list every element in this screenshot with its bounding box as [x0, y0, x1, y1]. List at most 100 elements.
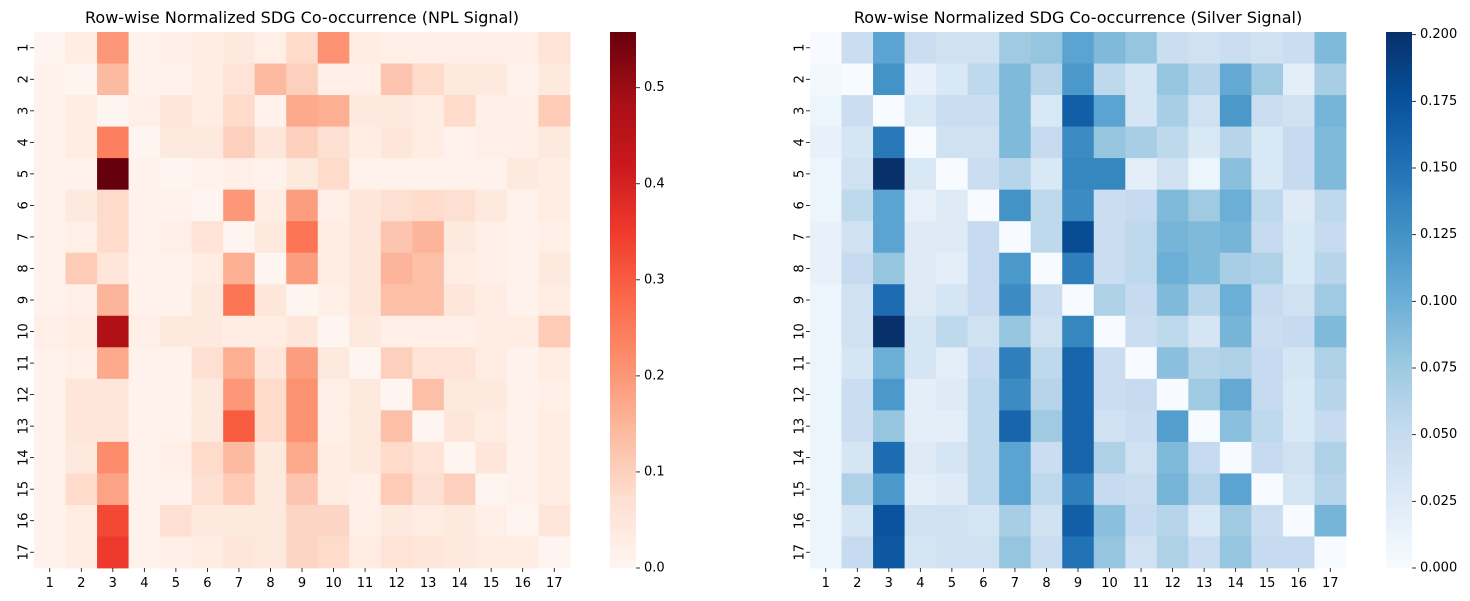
- heatmap-cell: [1219, 441, 1252, 474]
- heatmap-cell: [904, 284, 937, 317]
- heatmap-cell: [1062, 221, 1095, 254]
- heatmap-cell: [506, 252, 539, 285]
- heatmap-cell: [349, 473, 382, 506]
- heatmap-cell: [128, 473, 161, 506]
- heatmap-cell: [810, 284, 842, 317]
- heatmap-cell: [1188, 95, 1221, 127]
- heatmap-cell: [1093, 378, 1126, 411]
- heatmap-cell: [1156, 378, 1189, 411]
- heatmap-cell: [286, 441, 319, 474]
- heatmap-cell: [936, 315, 969, 348]
- heatmap-cell: [1188, 158, 1221, 191]
- x-tick-label: 15: [483, 576, 500, 591]
- y-tick-label: 12: [17, 386, 32, 403]
- heatmap-cell: [1251, 158, 1284, 191]
- heatmap-cell: [65, 189, 98, 222]
- heatmap-cell: [380, 126, 413, 159]
- heatmap-cell: [349, 536, 382, 569]
- heatmap-cell: [1188, 63, 1221, 96]
- heatmap-cell: [1251, 347, 1284, 380]
- heatmap-cell: [1156, 315, 1189, 348]
- heatmap-cell: [1062, 284, 1095, 317]
- heatmap-cell: [1062, 410, 1095, 443]
- heatmap-cell: [967, 221, 1000, 254]
- heatmap-cell: [506, 315, 539, 348]
- heatmap-cell: [1282, 536, 1315, 569]
- heatmap-cell: [1093, 441, 1126, 474]
- heatmap-cell: [873, 284, 905, 317]
- heatmap-cell: [412, 504, 445, 537]
- heatmap-cell: [1314, 32, 1347, 64]
- heatmap-cell: [538, 284, 571, 317]
- heatmap-cell: [1093, 221, 1126, 254]
- heatmap-cell: [506, 95, 539, 127]
- heatmap-cell: [506, 189, 539, 222]
- x-tick-label: 5: [948, 576, 956, 591]
- heatmap-cell: [936, 221, 969, 254]
- heatmap-cell: [1314, 95, 1347, 127]
- heatmap-cell: [191, 63, 224, 96]
- heatmap-cell: [1030, 158, 1063, 191]
- heatmap-cell: [810, 189, 842, 222]
- heatmap-cell: [999, 63, 1032, 96]
- heatmap-cell: [317, 536, 350, 569]
- heatmap-cell: [475, 284, 508, 317]
- heatmap-cell: [254, 95, 287, 127]
- heatmap-cell: [1030, 536, 1063, 569]
- heatmap-cell: [1030, 284, 1063, 317]
- heatmap-cell: [412, 536, 445, 569]
- heatmap-cell: [286, 189, 319, 222]
- heatmap-cell: [810, 63, 842, 96]
- heatmap-cell: [223, 378, 256, 411]
- heatmap-cell: [1093, 32, 1126, 64]
- x-tick-label: 15: [1259, 576, 1276, 591]
- heatmap-cell: [999, 284, 1032, 317]
- heatmap-cell: [810, 252, 842, 285]
- y-tick-label: 11: [793, 355, 808, 372]
- heatmap-cell: [1251, 284, 1284, 317]
- x-tick-label: 1: [822, 576, 830, 591]
- heatmap-cell: [223, 284, 256, 317]
- heatmap-cell: [128, 504, 161, 537]
- heatmap-cell: [810, 315, 842, 348]
- heatmap-cell: [841, 410, 874, 443]
- x-tick-label: 3: [109, 576, 117, 591]
- heatmap-cell: [810, 536, 842, 569]
- heatmap-cell: [506, 504, 539, 537]
- heatmap-cell: [286, 32, 319, 64]
- heatmap-cell: [904, 252, 937, 285]
- heatmap-cell: [904, 221, 937, 254]
- colorbar-npl: [610, 32, 636, 568]
- heatmap-cell: [160, 158, 193, 191]
- x-tick-label: 3: [885, 576, 893, 591]
- heatmap-cell: [1062, 252, 1095, 285]
- heatmap-cell: [1156, 95, 1189, 127]
- heatmap-cell: [1093, 126, 1126, 159]
- y-tick-label: 12: [793, 386, 808, 403]
- heatmap-cell: [1219, 126, 1252, 159]
- heatmap-cell: [380, 252, 413, 285]
- heatmap-cell: [286, 158, 319, 191]
- heatmap-cell: [967, 126, 1000, 159]
- heatmap-cell: [506, 63, 539, 96]
- heatmap-cell: [1282, 504, 1315, 537]
- heatmap-cell: [254, 284, 287, 317]
- heatmap-cell: [1314, 347, 1347, 380]
- heatmap-cell: [380, 473, 413, 506]
- y-tick-label: 2: [17, 75, 32, 83]
- heatmap-cell: [1093, 347, 1126, 380]
- heatmap-cell: [349, 441, 382, 474]
- colorbar-silver: [1386, 32, 1412, 568]
- heatmap-cell: [841, 189, 874, 222]
- heatmap-cell: [254, 410, 287, 443]
- heatmap-cell: [65, 347, 98, 380]
- y-tick-label: 3: [793, 107, 808, 115]
- y-tick-label: 15: [17, 481, 32, 498]
- heatmap-cell: [904, 315, 937, 348]
- heatmap-cell: [810, 221, 842, 254]
- heatmap-cell: [412, 32, 445, 64]
- heatmap-cell: [999, 95, 1032, 127]
- heatmap-cell: [1188, 504, 1221, 537]
- heatmap-cell: [349, 315, 382, 348]
- heatmap-cell: [538, 63, 571, 96]
